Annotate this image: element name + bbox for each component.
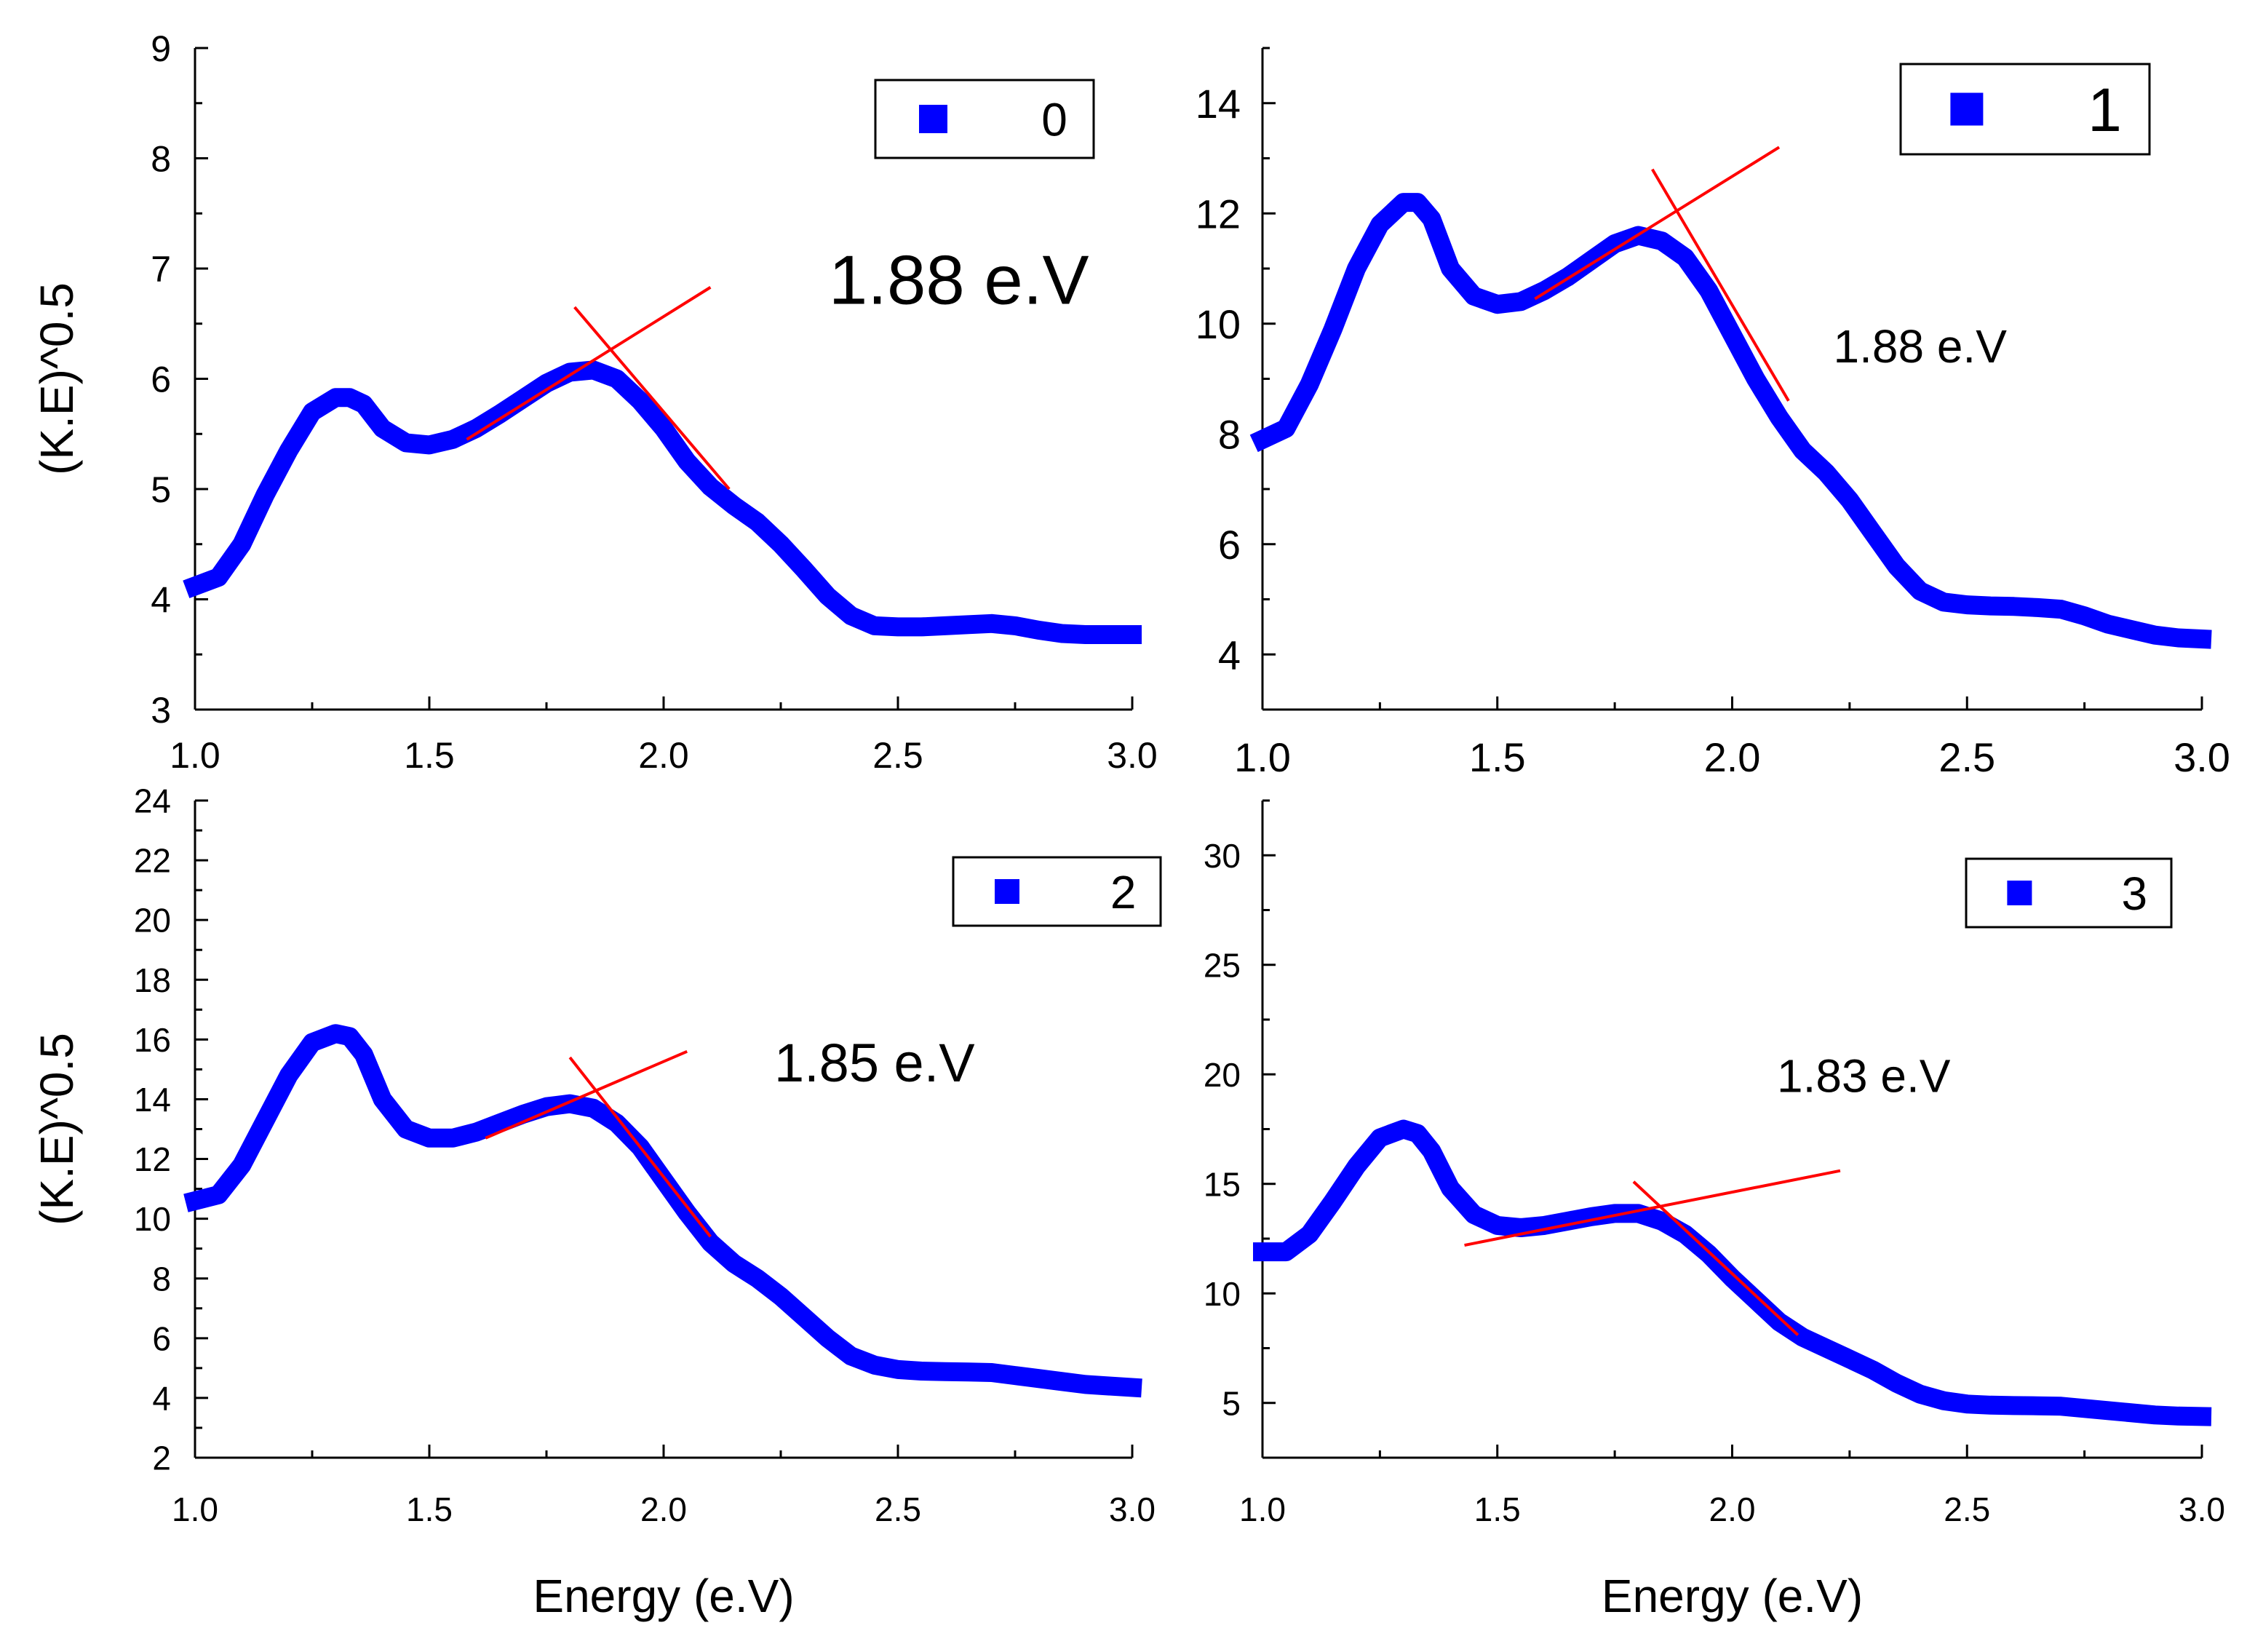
x-tick-label: 2.0 <box>1709 1490 1756 1528</box>
legend-box <box>1899 63 2151 156</box>
x-tick-label: 2.5 <box>875 1490 921 1528</box>
legend-label: 2 <box>1110 866 1137 918</box>
fit-line-1 <box>1464 1169 1841 1247</box>
y-tick-label: 15 <box>1204 1165 1241 1203</box>
legend-box <box>1965 857 2173 929</box>
x-tick-label: 2.0 <box>1704 734 1761 780</box>
band-gap-annotation: 1.85 e.V <box>774 1033 975 1093</box>
fit-line-2 <box>568 1056 712 1238</box>
y-tick-label: 20 <box>1204 1056 1241 1094</box>
square-marker-icon <box>995 879 1019 904</box>
fit-line-1 <box>485 1049 688 1140</box>
x-tick-label: 1.5 <box>406 1490 453 1528</box>
legend-label: 0 <box>1041 94 1067 146</box>
y-tick-label: 30 <box>1204 837 1241 875</box>
band-gap-annotation: 1.88 e.V <box>829 241 1089 319</box>
legend-label: 1 <box>2088 76 2122 144</box>
fit-line-1 <box>1534 146 1781 301</box>
band-gap-annotation: 1.83 e.V <box>1777 1049 1951 1102</box>
x-tick-label: 1.0 <box>1234 734 1291 780</box>
chart-panel-1: 1.0 1.5 2.0 2.5 3.0 4 6 8 10 12 14 1.88 e.V 1 <box>1196 47 2230 780</box>
x-tick-label: 2.0 <box>640 1490 687 1528</box>
y-tick-label: 5 <box>151 469 171 510</box>
square-marker-icon <box>1950 92 1984 126</box>
y-tick-label: 12 <box>1196 191 1241 237</box>
y-tick-label: 9 <box>151 28 171 69</box>
y-tick-label: 22 <box>134 842 171 880</box>
x-tick-label: 3.0 <box>2179 1490 2225 1528</box>
y-tick-label: 10 <box>1204 1275 1241 1313</box>
data-series-0 <box>183 360 1142 644</box>
x-tick-label: 2.0 <box>638 735 689 776</box>
y-axis-label: (K.E)^0.5 <box>31 1033 83 1226</box>
y-tick-label: 6 <box>152 1319 171 1357</box>
y-tick-label: 10 <box>134 1200 171 1238</box>
legend: 0 <box>874 79 1095 159</box>
y-axis-label: (K.E)^0.5 <box>31 282 83 475</box>
y-tick-label: 8 <box>152 1260 171 1298</box>
fit-line-2 <box>1632 1180 1799 1336</box>
square-marker-icon <box>919 105 947 133</box>
y-tick-label: 5 <box>1222 1384 1241 1422</box>
x-tick-label: 1.0 <box>1239 1490 1286 1528</box>
x-tick-label: 3.0 <box>1107 735 1158 776</box>
x-tick-label: 2.5 <box>1944 1490 1990 1528</box>
chart-panel-3: 1.0 1.5 2.0 2.5 3.0 5 10 15 20 25 30 Energy (e.V) 1.… <box>1204 799 2225 1622</box>
x-tick-label: 3.0 <box>2174 734 2230 780</box>
y-tick-label: 3 <box>151 690 171 731</box>
x-tick-label: 1.5 <box>1469 734 1526 780</box>
fit-line-2 <box>1651 168 1790 402</box>
y-tick-label: 8 <box>1218 411 1241 457</box>
data-series-1 <box>1249 193 2212 649</box>
chart-panel-0: 1.0 1.5 2.0 2.5 3.0 3 4 5 6 7 8 9 (K.E)^0.5 1.88 e.V 0 <box>31 28 1158 776</box>
square-marker-icon <box>2007 881 2032 905</box>
x-tick-label: 1.5 <box>1474 1490 1521 1528</box>
y-tick-label: 2 <box>152 1439 171 1477</box>
y-tick-label: 7 <box>151 249 171 290</box>
x-tick-label: 1.0 <box>170 735 220 776</box>
legend-label: 3 <box>2121 867 2147 920</box>
x-tick-label: 1.0 <box>172 1490 218 1528</box>
band-gap-annotation: 1.88 e.V <box>1833 320 2007 373</box>
legend: 3 <box>1965 857 2173 929</box>
legend: 2 <box>952 856 1162 927</box>
data-series-3 <box>1253 1119 2212 1426</box>
y-tick-label: 25 <box>1204 946 1241 984</box>
x-axis-label: Energy (e.V) <box>1602 1570 1863 1622</box>
y-tick-label: 14 <box>1196 81 1241 127</box>
y-tick-label: 16 <box>134 1021 171 1059</box>
x-tick-label: 3.0 <box>1109 1490 1156 1528</box>
chart-panel-2: 1.0 1.5 2.0 2.5 3.024681012141618202224(K.E)… <box>31 782 1162 1622</box>
y-tick-label: 6 <box>1218 522 1241 568</box>
y-tick-label: 20 <box>134 902 171 940</box>
y-tick-label: 4 <box>1218 632 1241 678</box>
legend: 1 <box>1899 63 2151 156</box>
y-tick-label: 8 <box>151 139 171 180</box>
y-tick-label: 4 <box>151 580 171 621</box>
y-tick-label: 18 <box>134 961 171 999</box>
fit-line-1 <box>466 286 712 441</box>
y-tick-label: 6 <box>151 360 171 400</box>
x-tick-label: 2.5 <box>1938 734 1995 780</box>
fit-line-2 <box>573 306 731 491</box>
x-tick-label: 2.5 <box>872 735 923 776</box>
y-tick-label: 12 <box>134 1140 171 1178</box>
x-axis-label: Energy (e.V) <box>533 1570 794 1622</box>
x-tick-label: 1.5 <box>404 735 455 776</box>
y-tick-label: 4 <box>152 1379 171 1417</box>
legend-box <box>952 856 1162 927</box>
data-series-2 <box>183 1024 1142 1398</box>
y-tick-label: 14 <box>134 1081 171 1119</box>
y-tick-label: 10 <box>1196 301 1241 347</box>
y-tick-label: 24 <box>134 782 171 820</box>
legend-box <box>874 79 1095 159</box>
